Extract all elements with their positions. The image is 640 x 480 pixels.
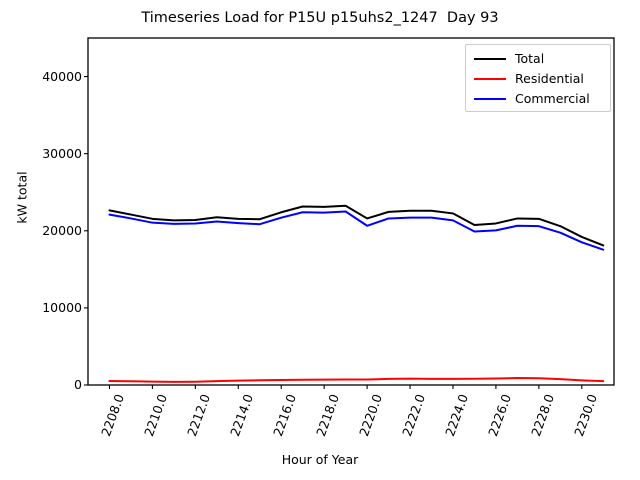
y-tick-label: 0 (74, 377, 82, 392)
chart-legend: Total Residential Commercial (465, 44, 611, 112)
series-line-commercial (108, 210, 605, 251)
y-tick-label: 30000 (42, 145, 82, 161)
series-line-residential (108, 377, 605, 383)
legend-label-commercial: Commercial (515, 90, 590, 106)
plot-frame (87, 37, 615, 386)
legend-entry-residential: Residential (474, 69, 584, 89)
legend-swatch-commercial (474, 98, 506, 100)
legend-entry-commercial: Commercial (474, 89, 590, 109)
axis-ticks (84, 76, 583, 389)
legend-entry-total: Total (474, 49, 544, 69)
data-lines (108, 204, 605, 383)
y-tick-label: 10000 (42, 299, 82, 315)
y-tick-label: 40000 (42, 68, 82, 84)
y-tick-label: 20000 (42, 222, 82, 238)
series-line-total (108, 204, 605, 247)
chart-title: Timeseries Load for P15U p15uhs2_1247 Da… (141, 10, 499, 26)
legend-swatch-total (474, 58, 506, 60)
legend-label-residential: Residential (515, 70, 584, 86)
legend-label-total: Total (515, 50, 545, 66)
x-axis-label: Hour of Year (281, 452, 359, 467)
legend-swatch-residential (474, 78, 506, 80)
